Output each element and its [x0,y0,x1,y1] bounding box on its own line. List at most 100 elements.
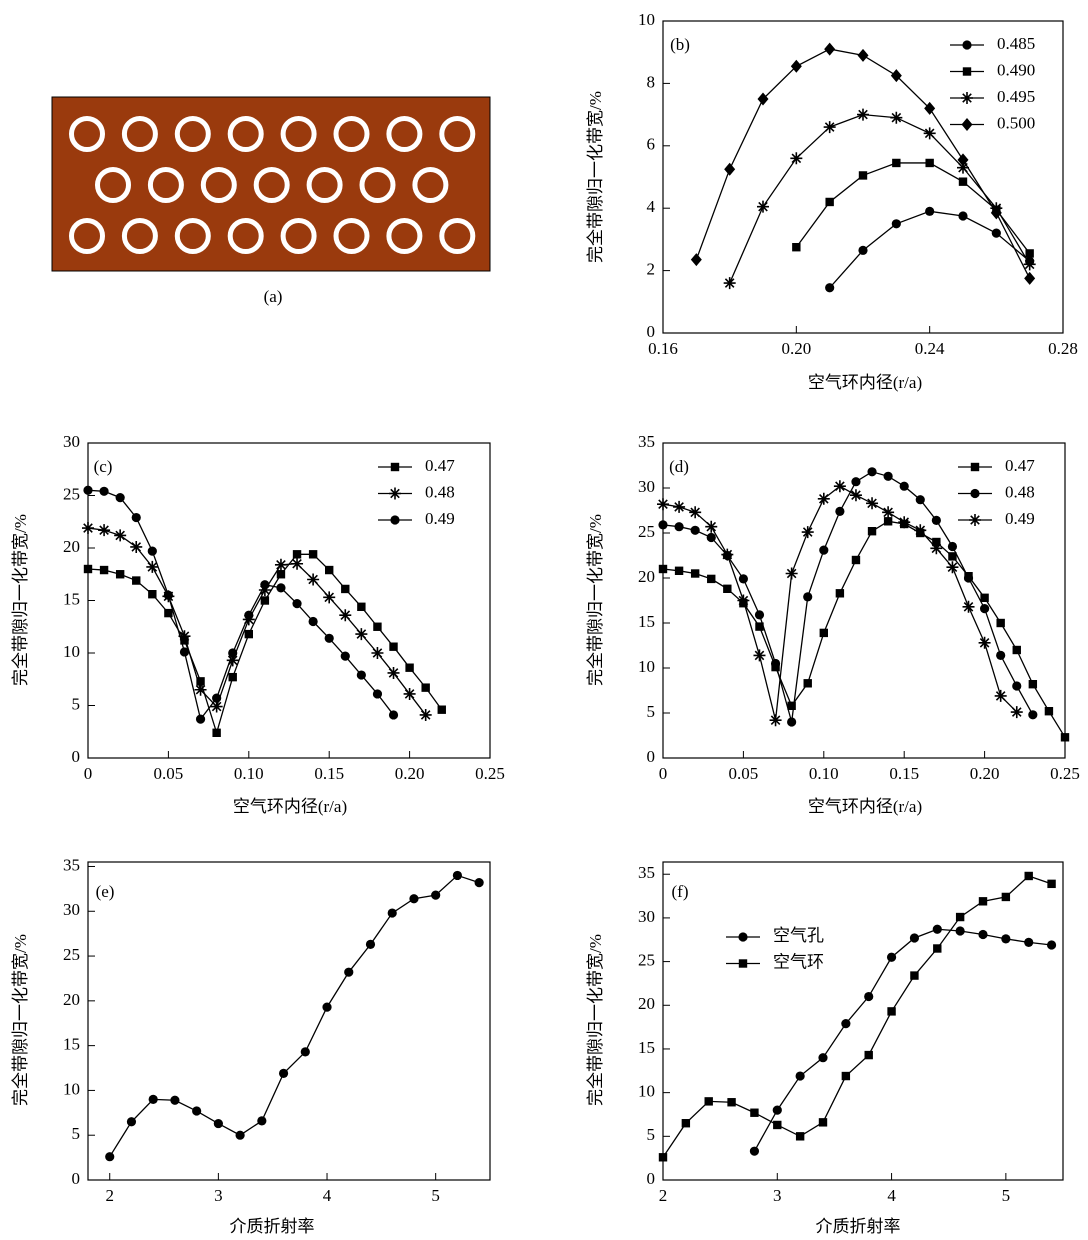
marker-star [801,526,814,539]
marker-circle [244,610,254,620]
marker-diamond [757,92,769,106]
marker-diamond [857,48,869,62]
marker-star [371,647,384,659]
y-tick-label: 15 [63,589,80,608]
air-ring [69,218,105,254]
marker-square [341,584,350,594]
marker-star [194,683,207,696]
y-tick-label: 30 [63,900,80,919]
marker-square [851,555,861,565]
panel-label: (e) [96,882,115,901]
y-tick-label: 5 [72,1124,81,1143]
marker-star [98,524,111,537]
marker-star [673,500,686,513]
slab [51,96,491,272]
x-tick-label: 0.25 [1050,764,1080,783]
y-tick-label: 20 [63,990,80,1009]
marker-circle [1046,940,1057,950]
marker-circle [308,616,318,627]
marker-star [226,654,239,667]
marker-square [260,596,270,605]
air-ring [200,167,237,203]
y-tick-label: 0 [647,322,656,341]
series-line [729,113,1031,284]
marker-star [757,200,769,213]
x-axis-label: 介质折射率 [230,1217,315,1236]
marker-square [704,1097,713,1106]
x-tick-label: 0.20 [781,339,811,358]
x-tick-label: 0 [659,764,668,783]
y-tick-label: 10 [638,10,655,29]
plot-frame [662,861,1064,1181]
marker-circle [867,467,877,477]
marker-star [114,529,127,542]
marker-star [914,524,927,537]
marker-circle [276,583,286,593]
marker-square [292,550,302,559]
marker-star [833,480,846,493]
y-tick-label: 8 [647,72,656,91]
legend-marker [738,932,748,942]
y-tick-label: 0 [647,747,656,766]
y-tick-label: 15 [63,1035,80,1054]
x-tick-label: 0.24 [915,339,945,358]
marker-circle [131,512,141,523]
marker-circle [825,283,835,293]
y-tick-label: 6 [647,135,656,154]
marker-circle [340,651,350,661]
marker-circle [1001,934,1011,944]
y-tick-label: 20 [638,567,655,586]
marker-circle [99,486,109,496]
marker-star [753,649,766,662]
marker-circle [818,1053,828,1063]
marker-circle [105,1152,115,1162]
marker-square [980,593,989,602]
x-tick-label: 0.28 [1048,339,1078,358]
marker-star [923,127,936,140]
marker-star [387,666,400,679]
air-ring [412,167,449,203]
marker-circle [365,939,376,950]
legend-marker [961,118,973,131]
y-tick-label: 5 [72,694,81,713]
marker-star [723,277,736,290]
marker-square [978,897,988,906]
marker-square [707,574,716,584]
marker-star [705,520,718,533]
marker-circle [344,967,354,977]
marker-diamond [890,69,902,83]
air-ring [174,116,211,152]
marker-circle [195,714,206,724]
marker-square [887,1007,896,1016]
marker-circle [958,211,968,221]
marker-square [132,576,141,585]
marker-star [210,700,223,713]
y-axis-label: 完全带隙归一化带宽/% [11,514,30,686]
marker-square [910,971,919,980]
marker-square [228,672,237,682]
marker-star [323,591,336,604]
marker-square [212,728,221,737]
marker-square [1044,707,1054,716]
marker-square [835,589,845,598]
series-line [109,874,480,1158]
marker-circle [474,878,484,888]
marker-star [790,152,803,165]
marker-star [978,636,991,649]
marker-square [792,243,801,252]
air-ring [95,167,131,203]
marker-circle [322,1002,332,1012]
panel-label: (d) [669,457,689,476]
y-axis-label: 完全带隙归一化带宽/% [11,934,30,1106]
series-line [662,875,1052,1158]
marker-circle [674,522,684,532]
x-tick-label: 0.05 [729,764,759,783]
legend-marker [970,462,980,472]
marker-circle [925,206,935,216]
marker-circle [147,546,157,556]
marker-circle [706,532,716,543]
marker-diamond [957,153,969,167]
marker-square [276,570,286,579]
x-tick-label: 2 [105,1186,114,1205]
